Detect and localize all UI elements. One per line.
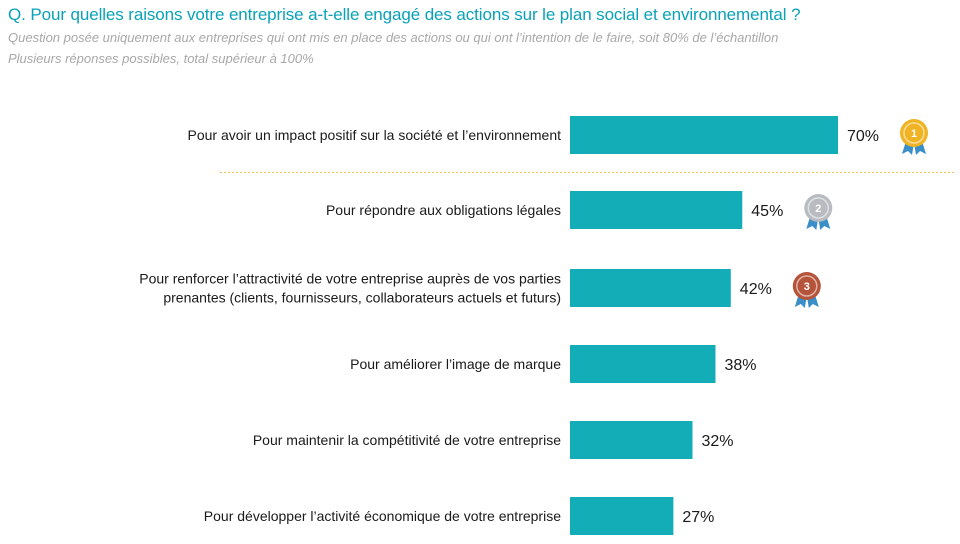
category-label: Pour renforcer l’attractivité de votre e…	[139, 271, 561, 287]
bar	[570, 269, 731, 307]
medal-rank-label: 1	[911, 128, 917, 140]
bar	[570, 191, 743, 229]
category-label: prenantes (clients, fournisseurs, collab…	[163, 290, 561, 306]
medal-rank-label: 3	[804, 281, 810, 293]
medal-rim	[807, 197, 830, 219]
question-title: Q. Pour quelles raisons votre entreprise…	[8, 5, 801, 24]
value-label: 45%	[751, 203, 783, 220]
category-label: Pour développer l’activité économique de…	[204, 508, 561, 524]
medal-rank-label: 2	[815, 203, 821, 215]
bar	[570, 497, 674, 535]
value-label: 27%	[682, 509, 714, 526]
category-label: Pour améliorer l’image de marque	[350, 356, 561, 372]
sample-note: Question posée uniquement aux entreprise…	[8, 30, 779, 45]
multiple-answers-note: Plusieurs réponses possibles, total supé…	[8, 51, 314, 66]
category-label: Pour avoir un impact positif sur la soci…	[187, 127, 561, 143]
bar	[570, 345, 716, 383]
value-label: 38%	[724, 357, 756, 374]
bar	[570, 116, 838, 154]
category-label: Pour répondre aux obligations légales	[326, 202, 561, 218]
medal-rim	[903, 122, 925, 144]
bar	[570, 421, 693, 459]
value-label: 32%	[702, 433, 734, 450]
category-label: Pour maintenir la compétitivité de votre…	[253, 432, 561, 448]
value-label: 70%	[847, 128, 879, 145]
medal-rim	[796, 275, 818, 297]
value-label: 42%	[740, 281, 772, 298]
